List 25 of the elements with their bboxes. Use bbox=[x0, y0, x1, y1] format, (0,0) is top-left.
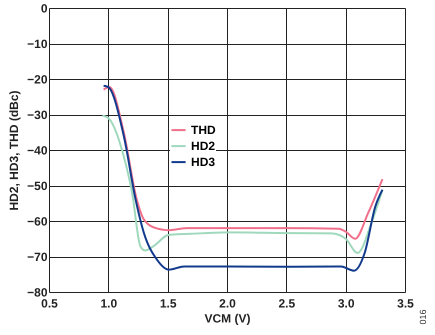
text: 016 bbox=[418, 309, 428, 325]
line-series bbox=[101, 114, 384, 254]
x-tick-label: 3.0 bbox=[338, 296, 355, 310]
legend-label: HD2 bbox=[191, 139, 216, 154]
line-series bbox=[102, 86, 384, 240]
y-tick-label: −20 bbox=[27, 72, 48, 86]
x-tick-label: 2.5 bbox=[278, 296, 296, 310]
x-tick-label: 1.0 bbox=[100, 296, 118, 310]
y-tick-label: −10 bbox=[27, 37, 48, 51]
y-tick-label: −40 bbox=[27, 144, 48, 158]
legend-label: HD3 bbox=[191, 155, 216, 170]
y-tick-label: −30 bbox=[27, 108, 48, 122]
y-tick-label: −70 bbox=[27, 250, 48, 264]
legend-label: THD bbox=[191, 123, 216, 138]
y-tick-label: −60 bbox=[27, 214, 48, 228]
y-axis-title: HD2, HD3, THD (dBc) bbox=[7, 90, 22, 211]
y-tick-label: −80 bbox=[27, 286, 48, 300]
x-tick-label: 3.5 bbox=[397, 296, 414, 310]
x-tick-label: 1.5 bbox=[160, 296, 177, 310]
x-tick-label: 2.0 bbox=[219, 296, 236, 310]
line-series bbox=[102, 84, 384, 272]
x-axis-title: VCM (V) bbox=[204, 312, 250, 326]
y-tick-label: −50 bbox=[27, 179, 48, 193]
x-tick-label: 0.5 bbox=[41, 296, 58, 310]
y-tick-label: 0 bbox=[40, 2, 48, 16]
